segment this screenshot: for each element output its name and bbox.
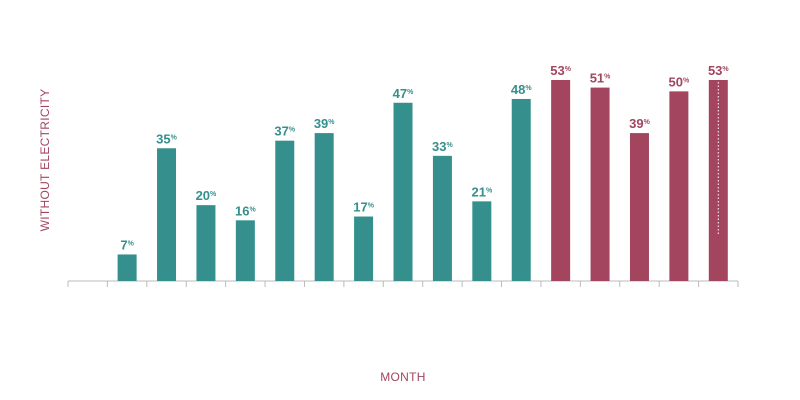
data-label: 39% [314, 116, 335, 131]
data-label: 21% [471, 184, 492, 199]
bar [157, 148, 177, 281]
data-label: 17% [353, 200, 374, 215]
bar [472, 201, 492, 281]
bar [235, 220, 255, 281]
bar [551, 80, 571, 281]
bar [511, 98, 531, 281]
data-label: 53% [708, 63, 729, 78]
data-label: 7% [120, 237, 134, 252]
bar [117, 254, 137, 281]
data-label: 47% [393, 86, 414, 101]
data-label: 39% [629, 116, 650, 131]
data-label: 20% [196, 188, 217, 203]
bar [590, 87, 610, 282]
bar [196, 205, 216, 281]
bar [629, 133, 649, 281]
bar [432, 155, 452, 281]
data-label: 35% [156, 131, 177, 146]
bar [275, 140, 295, 281]
bar [354, 216, 374, 281]
data-label: 53% [550, 63, 571, 78]
x-axis-title: MONTH [380, 370, 426, 384]
data-label: 37% [274, 124, 295, 139]
bar [393, 102, 413, 281]
data-label: 16% [235, 203, 256, 218]
bar [314, 133, 334, 281]
data-label: 50% [669, 74, 690, 89]
bar [669, 91, 689, 282]
data-label: 48% [511, 82, 532, 97]
data-label: 33% [432, 139, 453, 154]
data-label: 51% [590, 71, 611, 86]
y-axis-title: WITHOUT ELECTRICITY [38, 88, 52, 232]
